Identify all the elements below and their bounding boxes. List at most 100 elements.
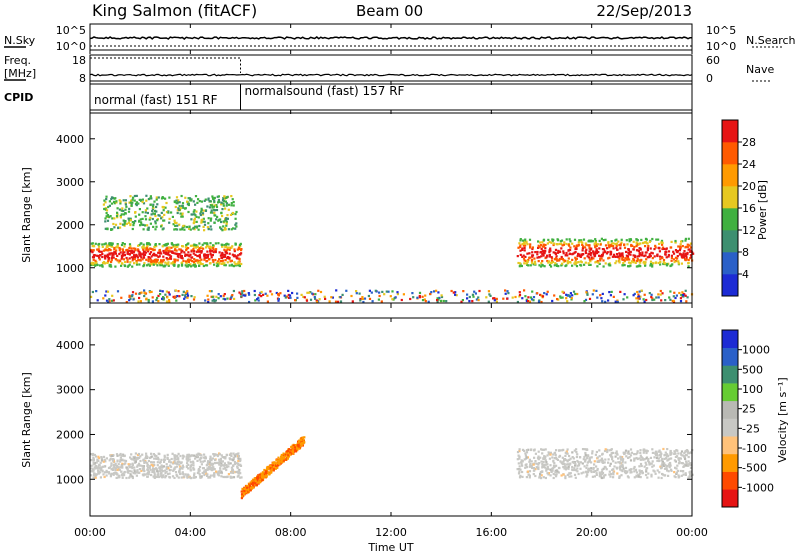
heatmap-cell — [689, 466, 693, 469]
heatmap-cell — [454, 293, 457, 296]
heatmap-cell — [679, 243, 682, 246]
heatmap-cell — [206, 243, 209, 246]
heatmap-cell — [560, 242, 563, 245]
heatmap-cell — [602, 259, 605, 262]
heatmap-cell — [624, 451, 627, 454]
heatmap-cell — [542, 465, 545, 468]
heatmap-cell — [141, 198, 144, 201]
heatmap-cell — [387, 290, 390, 293]
heatmap-cell — [638, 457, 641, 460]
heatmap-cell — [680, 293, 683, 297]
heatmap-cell — [103, 458, 106, 461]
heatmap-cell — [128, 465, 131, 468]
cpid-label: CPID — [4, 91, 33, 104]
heatmap-cell — [552, 467, 555, 470]
heatmap-cell — [121, 462, 124, 465]
heatmap-cell — [189, 263, 192, 266]
heatmap-cell — [556, 259, 559, 262]
heatmap-cell — [127, 471, 130, 474]
heatmap-cell — [226, 261, 229, 264]
heatmap-cell — [220, 470, 223, 473]
heatmap-cell — [187, 264, 191, 267]
heatmap-cell — [159, 469, 162, 473]
heatmap-cell — [568, 238, 571, 241]
heatmap-cell — [614, 239, 617, 242]
heatmap-cell — [221, 253, 225, 256]
heatmap-cell — [145, 258, 148, 261]
heatmap-cell — [113, 197, 116, 200]
heatmap-cell — [586, 464, 589, 467]
heatmap-cell — [633, 459, 636, 462]
heatmap-cell — [242, 294, 245, 297]
heatmap-cell — [197, 198, 200, 201]
heatmap-cell — [125, 205, 128, 208]
heatmap-cell — [211, 464, 214, 467]
heatmap-cell — [194, 195, 198, 198]
power-colorbar-swatch — [722, 230, 738, 253]
heatmap-cell — [215, 261, 218, 264]
heatmap-cell — [272, 469, 275, 472]
power-heatmap — [90, 194, 695, 304]
heatmap-cell — [287, 296, 290, 299]
heatmap-cell — [682, 470, 685, 473]
heatmap-cell — [548, 255, 551, 258]
heatmap-cell — [611, 458, 614, 461]
heatmap-cell — [594, 470, 597, 473]
heatmap-cell — [148, 197, 152, 200]
heatmap-cell — [149, 216, 152, 219]
heatmap-cell — [578, 253, 581, 256]
heatmap-cell — [191, 256, 194, 259]
heatmap-cell — [218, 458, 221, 461]
heatmap-cell — [117, 463, 120, 466]
heatmap-cell — [157, 294, 160, 297]
heatmap-cell — [234, 223, 237, 226]
heatmap-cell — [214, 258, 217, 262]
heatmap-cell — [632, 258, 635, 262]
heatmap-cell — [157, 300, 160, 303]
heatmap-cell — [115, 472, 118, 475]
heatmap-cell — [95, 254, 98, 257]
heatmap-cell — [170, 457, 173, 461]
power-colorbar-swatch — [722, 120, 738, 143]
heatmap-cell — [152, 263, 155, 266]
heatmap-cell — [155, 262, 158, 265]
heatmap-cell — [621, 256, 624, 259]
heatmap-cell — [549, 451, 552, 454]
velocity-colorbar-label: Velocity [m s⁻¹] — [776, 377, 789, 462]
heatmap-cell — [119, 251, 122, 254]
heatmap-cell — [626, 243, 629, 246]
heatmap-cell — [91, 470, 94, 473]
heatmap-cell — [110, 242, 113, 245]
heatmap-cell — [211, 195, 214, 198]
heatmap-cell — [454, 291, 457, 294]
heatmap-cell — [618, 261, 621, 264]
heatmap-cell — [196, 455, 199, 458]
heatmap-cell — [153, 248, 156, 251]
heatmap-cell — [178, 201, 181, 204]
power-colorbar-swatch — [722, 186, 738, 209]
heatmap-cell — [239, 459, 242, 462]
heatmap-cell — [107, 249, 110, 252]
heatmap-cell — [232, 457, 235, 460]
heatmap-cell — [341, 293, 344, 296]
heatmap-cell — [278, 462, 281, 465]
heatmap-cell — [168, 196, 171, 199]
heatmap-cell — [535, 466, 538, 469]
heatmap-cell — [170, 246, 173, 249]
heatmap-cell — [113, 251, 116, 254]
heatmap-cell — [576, 467, 579, 470]
heatmap-cell — [636, 290, 639, 294]
heatmap-cell — [416, 296, 419, 299]
heatmap-cell — [595, 450, 598, 454]
heatmap-cell — [157, 474, 160, 477]
heatmap-cell — [102, 473, 105, 476]
heatmap-cell — [138, 253, 141, 256]
heatmap-cell — [300, 293, 303, 296]
heatmap-cell — [175, 249, 178, 252]
heatmap-cell — [203, 258, 206, 261]
heatmap-cell — [660, 239, 664, 242]
heatmap-cell — [665, 465, 668, 468]
heatmap-cell — [630, 260, 633, 263]
heatmap-cell — [129, 473, 132, 476]
heatmap-cell — [136, 465, 139, 468]
